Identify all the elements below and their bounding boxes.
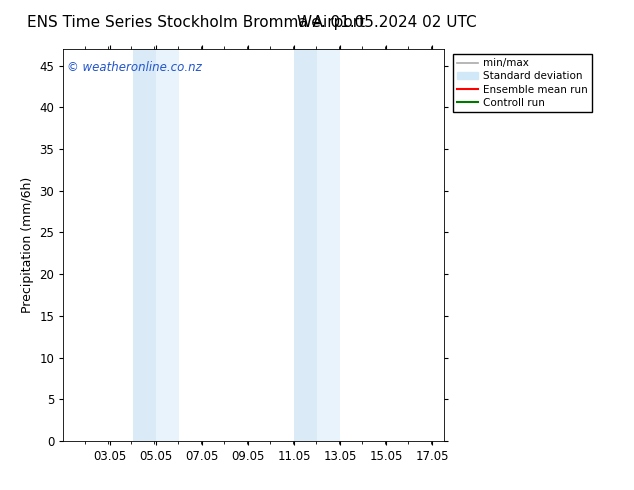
Bar xyxy=(133,49,155,441)
Bar xyxy=(294,49,317,441)
Text: ENS Time Series Stockholm Bromma Airport: ENS Time Series Stockholm Bromma Airport xyxy=(27,15,366,30)
Text: © weatheronline.co.nz: © weatheronline.co.nz xyxy=(67,61,202,74)
Text: We. 01.05.2024 02 UTC: We. 01.05.2024 02 UTC xyxy=(297,15,477,30)
Bar xyxy=(317,49,340,441)
Bar xyxy=(155,49,179,441)
Y-axis label: Precipitation (mm/6h): Precipitation (mm/6h) xyxy=(21,177,34,313)
Legend: min/max, Standard deviation, Ensemble mean run, Controll run: min/max, Standard deviation, Ensemble me… xyxy=(453,54,592,112)
